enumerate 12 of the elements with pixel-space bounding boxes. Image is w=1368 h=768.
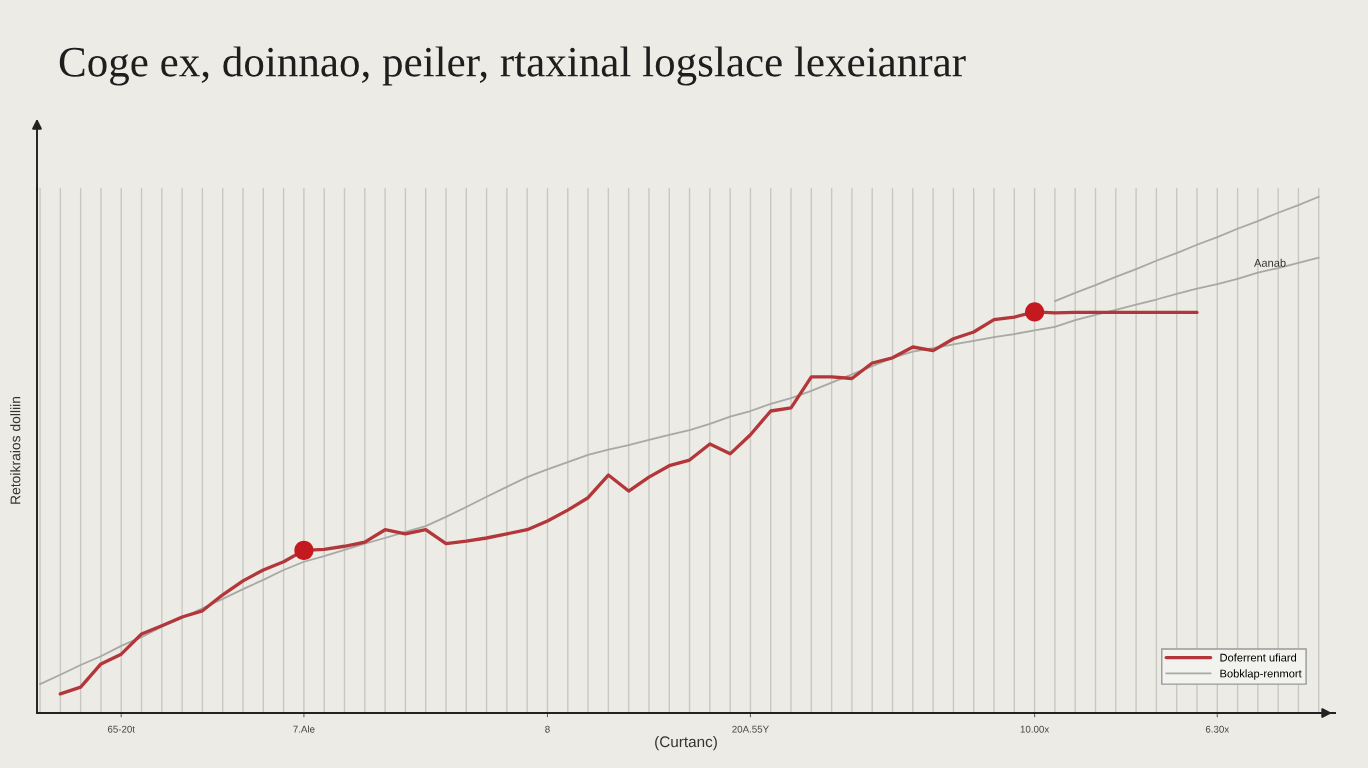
annotation: Aanab bbox=[1254, 258, 1286, 267]
x-tick-label: 10.00x bbox=[1020, 725, 1050, 733]
x-tick-label: 20A.55Y bbox=[732, 725, 769, 733]
legend-label: Bobklap-renmort bbox=[1220, 669, 1302, 680]
y-axis-title: Retoikraios dolliin bbox=[10, 396, 21, 504]
legend-label: Doferrent ufiard bbox=[1220, 653, 1297, 662]
x-tick-label: 6.30x bbox=[1205, 725, 1230, 733]
x-tick-label: 65-20t bbox=[107, 725, 135, 733]
x-axis-title: (Curtanc) bbox=[655, 735, 717, 751]
chart-title: Coge ex, doinnao, peiler, rtaxinal logslace lexeianrar bbox=[59, 46, 966, 86]
x-tick-label: 7.Ale bbox=[293, 725, 315, 733]
x-tick-label: 8 bbox=[545, 725, 550, 733]
